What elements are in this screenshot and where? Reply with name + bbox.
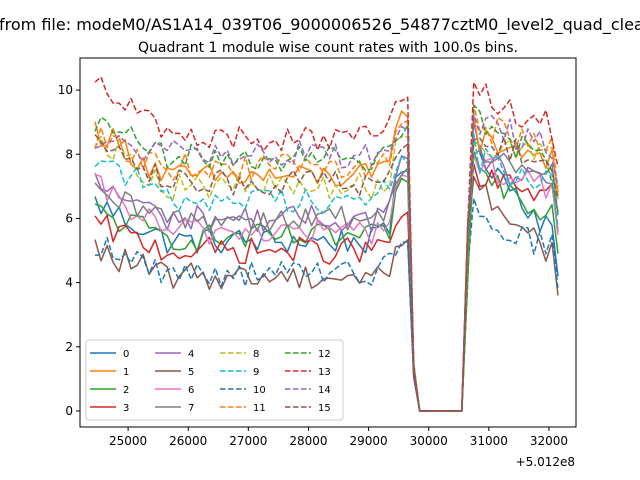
legend-label-10: 10 bbox=[253, 385, 266, 396]
x-tick-label: 28000 bbox=[289, 434, 327, 448]
legend-label-13: 13 bbox=[318, 367, 331, 378]
chart-title: Quadrant 1 module wise count rates with … bbox=[138, 40, 518, 56]
legend-label-8: 8 bbox=[253, 349, 259, 360]
series-line-12 bbox=[94, 104, 559, 412]
series-line-8 bbox=[94, 135, 559, 412]
x-tick-label: 31000 bbox=[470, 434, 508, 448]
y-tick-label: 8 bbox=[65, 147, 73, 161]
legend-label-11: 11 bbox=[253, 403, 266, 414]
plot-frame bbox=[79, 57, 577, 428]
y-tick-label: 2 bbox=[65, 340, 73, 354]
y-axis: 0 2 4 6 8 10 bbox=[58, 83, 80, 418]
figure-suptitle: Plots from file: modeM0/AS1A14_039T06_90… bbox=[0, 15, 640, 35]
series-line-7 bbox=[94, 149, 559, 412]
x-axis: 25000 26000 27000 28000 29000 30000 31000 32000 bbox=[109, 427, 568, 448]
x-tick-label: 25000 bbox=[109, 434, 147, 448]
series-line-0 bbox=[94, 119, 559, 412]
x-tick-label: 30000 bbox=[410, 434, 448, 448]
x-tick-label: 29000 bbox=[349, 434, 387, 448]
legend-label-1: 1 bbox=[123, 367, 129, 378]
legend-label-5: 5 bbox=[188, 367, 194, 378]
legend-box bbox=[85, 339, 344, 421]
series-line-15 bbox=[94, 134, 559, 412]
legend-label-7: 7 bbox=[188, 403, 194, 414]
y-tick-label: 4 bbox=[65, 276, 73, 290]
legend-label-9: 9 bbox=[253, 367, 259, 378]
legend-label-4: 4 bbox=[188, 349, 194, 360]
y-tick-label: 10 bbox=[58, 83, 73, 97]
series-line-14 bbox=[94, 113, 559, 412]
x-tick-label: 32000 bbox=[530, 434, 568, 448]
y-tick-label: 6 bbox=[65, 211, 73, 225]
series-line-3 bbox=[94, 163, 559, 412]
legend-label-3: 3 bbox=[123, 403, 129, 414]
y-tick-label: 0 bbox=[65, 404, 73, 418]
legend-label-15: 15 bbox=[318, 403, 331, 414]
x-offset-label: +5.012e8 bbox=[516, 455, 575, 469]
legend-label-2: 2 bbox=[123, 385, 129, 396]
x-tick-label: 26000 bbox=[169, 434, 207, 448]
legend-label-6: 6 bbox=[188, 385, 194, 396]
series-line-13 bbox=[94, 76, 559, 412]
series-line-11 bbox=[94, 104, 559, 412]
x-tick-label: 27000 bbox=[229, 434, 267, 448]
series-line-9 bbox=[94, 133, 559, 412]
legend-label-14: 14 bbox=[318, 385, 331, 396]
series-line-10 bbox=[94, 197, 559, 412]
legend-label-12: 12 bbox=[318, 349, 331, 360]
legend-label-0: 0 bbox=[123, 349, 129, 360]
series-layer bbox=[94, 76, 559, 412]
